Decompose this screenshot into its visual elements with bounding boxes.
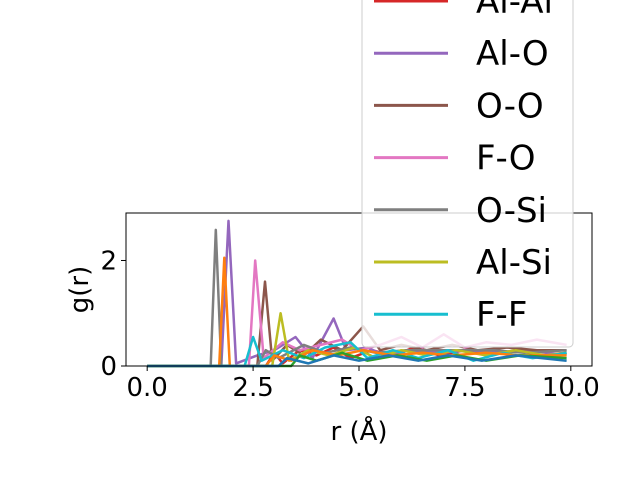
legend-box [361, 0, 574, 348]
legend-label: Al-Al [476, 0, 553, 22]
legend-label: Al-Si [476, 243, 552, 283]
legend-label: F-F [476, 295, 527, 335]
series-line-unlabeled-7 [147, 256, 567, 368]
legend: Al-Al Al-O O-O F-O O-Si Al-Si F-F [361, 0, 574, 348]
x-tick-label: 0.0 [127, 373, 168, 403]
legend-label: O-O [476, 86, 544, 126]
x-tick-label: 2.5 [232, 373, 273, 403]
legend-label: Al-O [476, 34, 549, 74]
y-tick-label: 0 [100, 352, 117, 382]
legend-items: Al-Al Al-O O-O F-O O-Si Al-Si F-F [374, 0, 553, 335]
x-axis: 0.0 2.5 5.0 7.5 10.0 [127, 366, 600, 403]
series-layer [147, 219, 567, 368]
y-axis: 02 [100, 246, 126, 382]
y-tick-label: 2 [100, 246, 117, 276]
legend-label: F-O [476, 139, 536, 179]
x-tick-label: 5.0 [338, 373, 379, 403]
y-axis-label: g(r) [65, 266, 95, 313]
x-tick-label: 10.0 [542, 373, 600, 403]
x-axis-label: r (Å) [330, 415, 387, 447]
x-tick-label: 7.5 [444, 373, 485, 403]
series-line-unlabeled-9 [147, 354, 567, 368]
legend-label: O-Si [476, 191, 547, 231]
